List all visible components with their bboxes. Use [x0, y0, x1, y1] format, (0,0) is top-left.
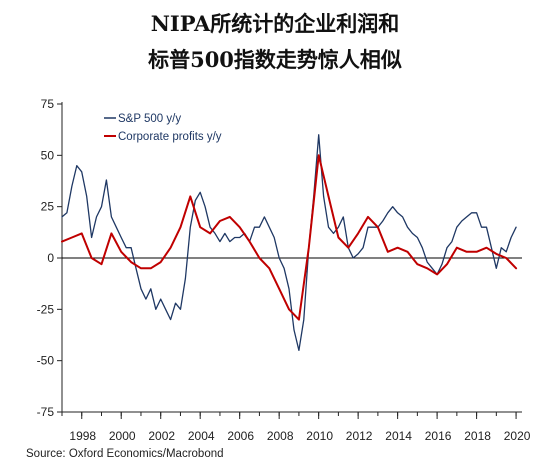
- source-note: Source: Oxford Economics/Macrobond: [26, 448, 224, 460]
- legend-label-sp500: S&P 500 y/y: [118, 113, 181, 125]
- series-line-sp500: [61, 134, 517, 352]
- legend-label-corporate-profits: Corporate profits y/y: [118, 131, 222, 143]
- x-tick-label: 2004: [188, 429, 215, 443]
- chart-title-line1: NIPA所统计的企业利润和: [150, 11, 400, 36]
- y-tick-label: 25: [41, 200, 55, 214]
- y-tick-label: -75: [37, 405, 55, 419]
- x-tick-label: 2002: [148, 429, 175, 443]
- y-tick-label: 0: [47, 251, 54, 265]
- x-tick-label: 2016: [425, 429, 452, 443]
- chart-series: [61, 134, 518, 352]
- x-tick-label: 1998: [69, 429, 96, 443]
- x-tick-label: 2020: [504, 429, 531, 443]
- x-tick-label: 2018: [464, 429, 491, 443]
- chart-legend: S&P 500 y/y Corporate profits y/y: [104, 113, 222, 143]
- series-line-corporate-profits: [61, 154, 518, 321]
- x-tick-label: 2010: [306, 429, 333, 443]
- x-tick-label: 2006: [227, 429, 254, 443]
- y-tick-label: 50: [41, 148, 55, 162]
- y-tick-label: -25: [37, 302, 55, 316]
- chart-title-line2: 标普500指数走势惊人相似: [148, 47, 402, 72]
- chart-axes: 75 50 25 0 -25 -50 -75 1998 2000 2002 2004 2006 2008…: [37, 97, 531, 443]
- x-tick-label: 2008: [267, 429, 294, 443]
- y-tick-label: -50: [37, 354, 55, 368]
- x-tick-label: 2012: [346, 429, 373, 443]
- y-tick-label: 75: [41, 97, 55, 111]
- x-tick-label: 2000: [109, 429, 136, 443]
- x-tick-label: 2014: [385, 429, 412, 443]
